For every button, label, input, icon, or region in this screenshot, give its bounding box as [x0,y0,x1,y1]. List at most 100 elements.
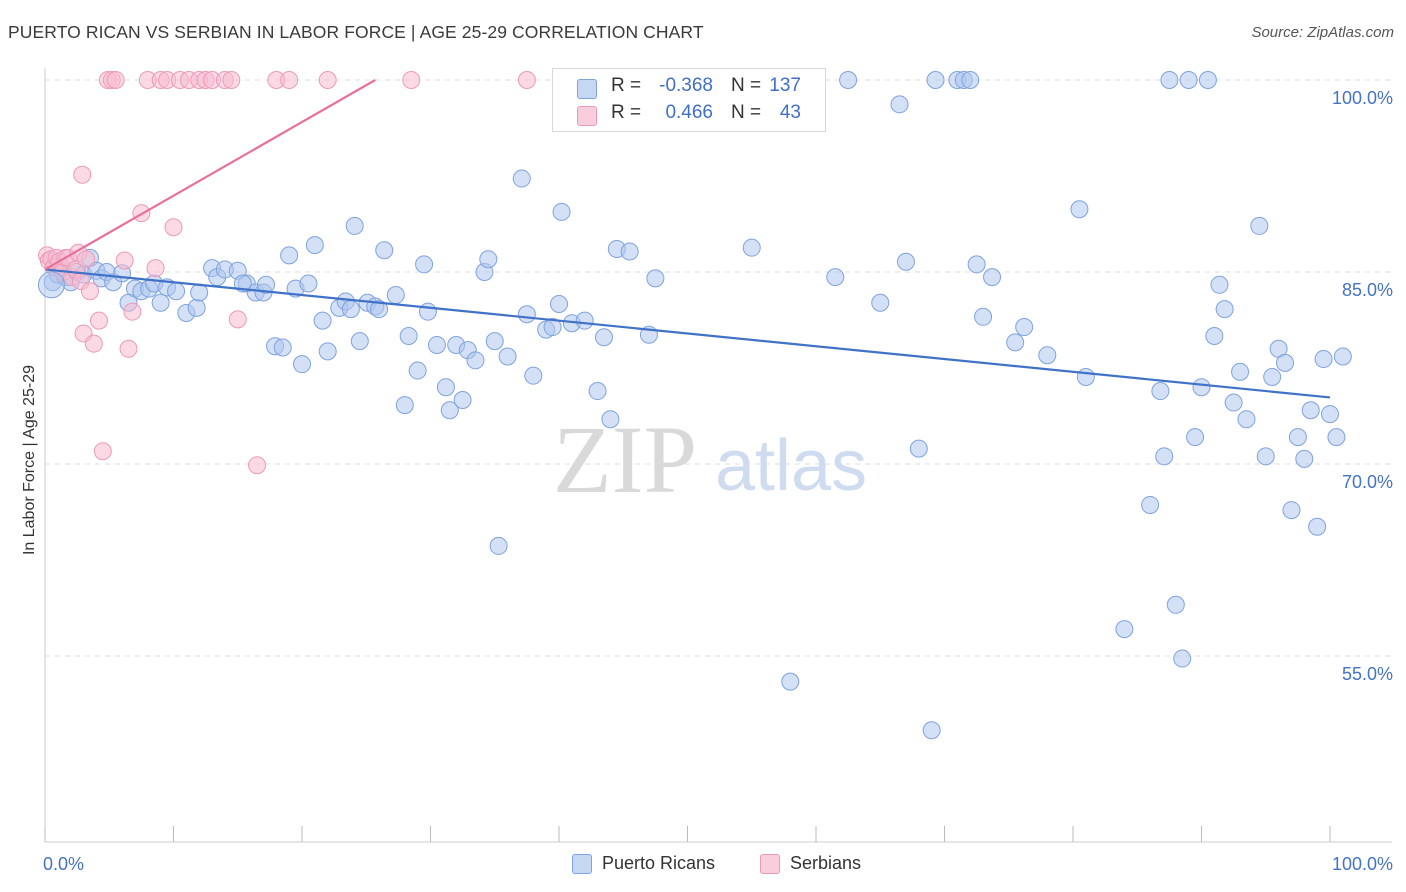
puerto-rican-point [543,318,562,337]
legend-n-value: 137 [769,75,801,96]
serbian-point [106,71,125,89]
puerto-rican-point [1179,71,1198,89]
puerto-rican-point [1198,71,1217,89]
puerto-rican-point [436,378,455,397]
puerto-rican-point [1205,327,1224,345]
puerto-rican-point [1186,428,1205,447]
puerto-rican-point [479,250,498,269]
puerto-rican-point [1160,71,1179,89]
puerto-rican-point [620,242,639,261]
puerto-rican-point [440,401,459,420]
puerto-rican-point [1038,346,1057,365]
puerto-rican-point [983,268,1002,287]
puerto-rican-point [453,391,472,409]
legend-swatch-pink [577,106,597,126]
puerto-rican-point [1076,367,1095,386]
puerto-rican-point [305,236,324,255]
y-tick-label: 100.0% [1332,88,1393,108]
puerto-rican-point [1192,378,1211,397]
serbian-point [84,334,103,353]
x-tick-label: 0.0% [43,854,84,874]
puerto-rican-point [781,672,800,691]
trend-lines [44,79,1331,399]
serbian-point [93,442,112,461]
puerto-rican-point [1210,275,1229,294]
puerto-rican-point [552,202,571,221]
serbian-point [318,71,337,89]
serbian-point [146,259,165,278]
legend-n-label: N = [731,102,762,123]
puerto-rican-point [961,71,980,89]
serbian-point [280,71,299,89]
puerto-rican-point [594,328,613,347]
puerto-rican-point [742,238,761,257]
puerto-rican-point [1256,447,1275,466]
puerto-rican-point [280,246,299,265]
serbian-point [77,250,96,269]
puerto-rican-trend-line [44,268,1331,399]
chart-title: PUERTO RICAN VS SERBIAN IN LABOR FORCE |… [8,22,704,42]
puerto-rican-point [1288,428,1307,447]
puerto-rican-point [1295,449,1314,468]
puerto-rican-point [1237,410,1256,429]
puerto-rican-point [922,721,941,740]
puerto-rican-point [1115,620,1134,639]
puerto-rican-point [890,95,909,114]
serbian-point [164,218,183,237]
puerto-rican-point [1314,350,1333,369]
puerto-rican-point [909,439,928,458]
legend-r-label: R = [611,102,642,123]
serbian-point [115,251,134,270]
stats-legend: R = -0.368 N = 137 R = 0.466 N = 43 [552,68,826,132]
puerto-rican-point [299,274,318,293]
watermark-zip: ZIP [553,406,697,513]
puerto-rican-point [418,302,437,321]
puerto-rican-point [395,396,414,415]
puerto-rican-point [926,71,945,89]
serbian-point [248,456,267,475]
puerto-rican-point [1321,405,1339,424]
puerto-rican-point [1151,382,1170,401]
serbian-point [222,71,241,89]
puerto-rican-point [167,282,186,301]
puerto-rican-point [415,255,434,274]
source-label: Source: ZipAtlas.com [1251,24,1394,41]
puerto-rican-point [187,298,206,317]
puerto-rican-point [257,275,276,294]
serbian-trend-line [44,79,376,271]
puerto-rican-point [313,311,332,330]
series-label: Puerto Ricans [602,853,716,873]
puerto-rican-point [1327,428,1346,447]
serbian-point [123,302,142,321]
serbian-point [119,339,138,358]
serbian-point [89,311,108,330]
series-label: Serbians [790,853,862,873]
puerto-rican-point [1070,200,1089,219]
watermark: ZIP atlas [553,406,867,513]
puerto-rican-point [839,71,858,89]
puerto-rican-point [1282,501,1301,520]
y-tick-label: 70.0% [1342,472,1393,492]
serbian-point [80,282,99,301]
puerto-rican-point [341,300,360,319]
serbian-point [402,71,421,89]
puerto-rican-point [967,255,986,274]
puerto-rican-point [524,366,543,385]
puerto-rican-point [293,355,311,374]
puerto-rican-point [1141,495,1160,514]
puerto-rican-point [1231,362,1250,381]
puerto-rican-point [1250,216,1269,235]
tick-labels: 100.0% 85.0% 70.0% 55.0% 0.0% 100.0% [43,88,1393,874]
puerto-rican-point [896,252,915,271]
legend-r-label: R = [611,75,642,96]
puerto-rican-point [517,305,536,324]
axes [44,68,1392,843]
puerto-rican-point [485,332,504,351]
serbian-point [228,310,247,329]
puerto-rican-point [370,300,389,319]
puerto-rican-point [1301,401,1320,420]
puerto-rican-point [646,269,665,288]
puerto-rican-point [345,216,364,235]
puerto-rican-point [871,293,890,312]
puerto-rican-point [273,338,292,357]
